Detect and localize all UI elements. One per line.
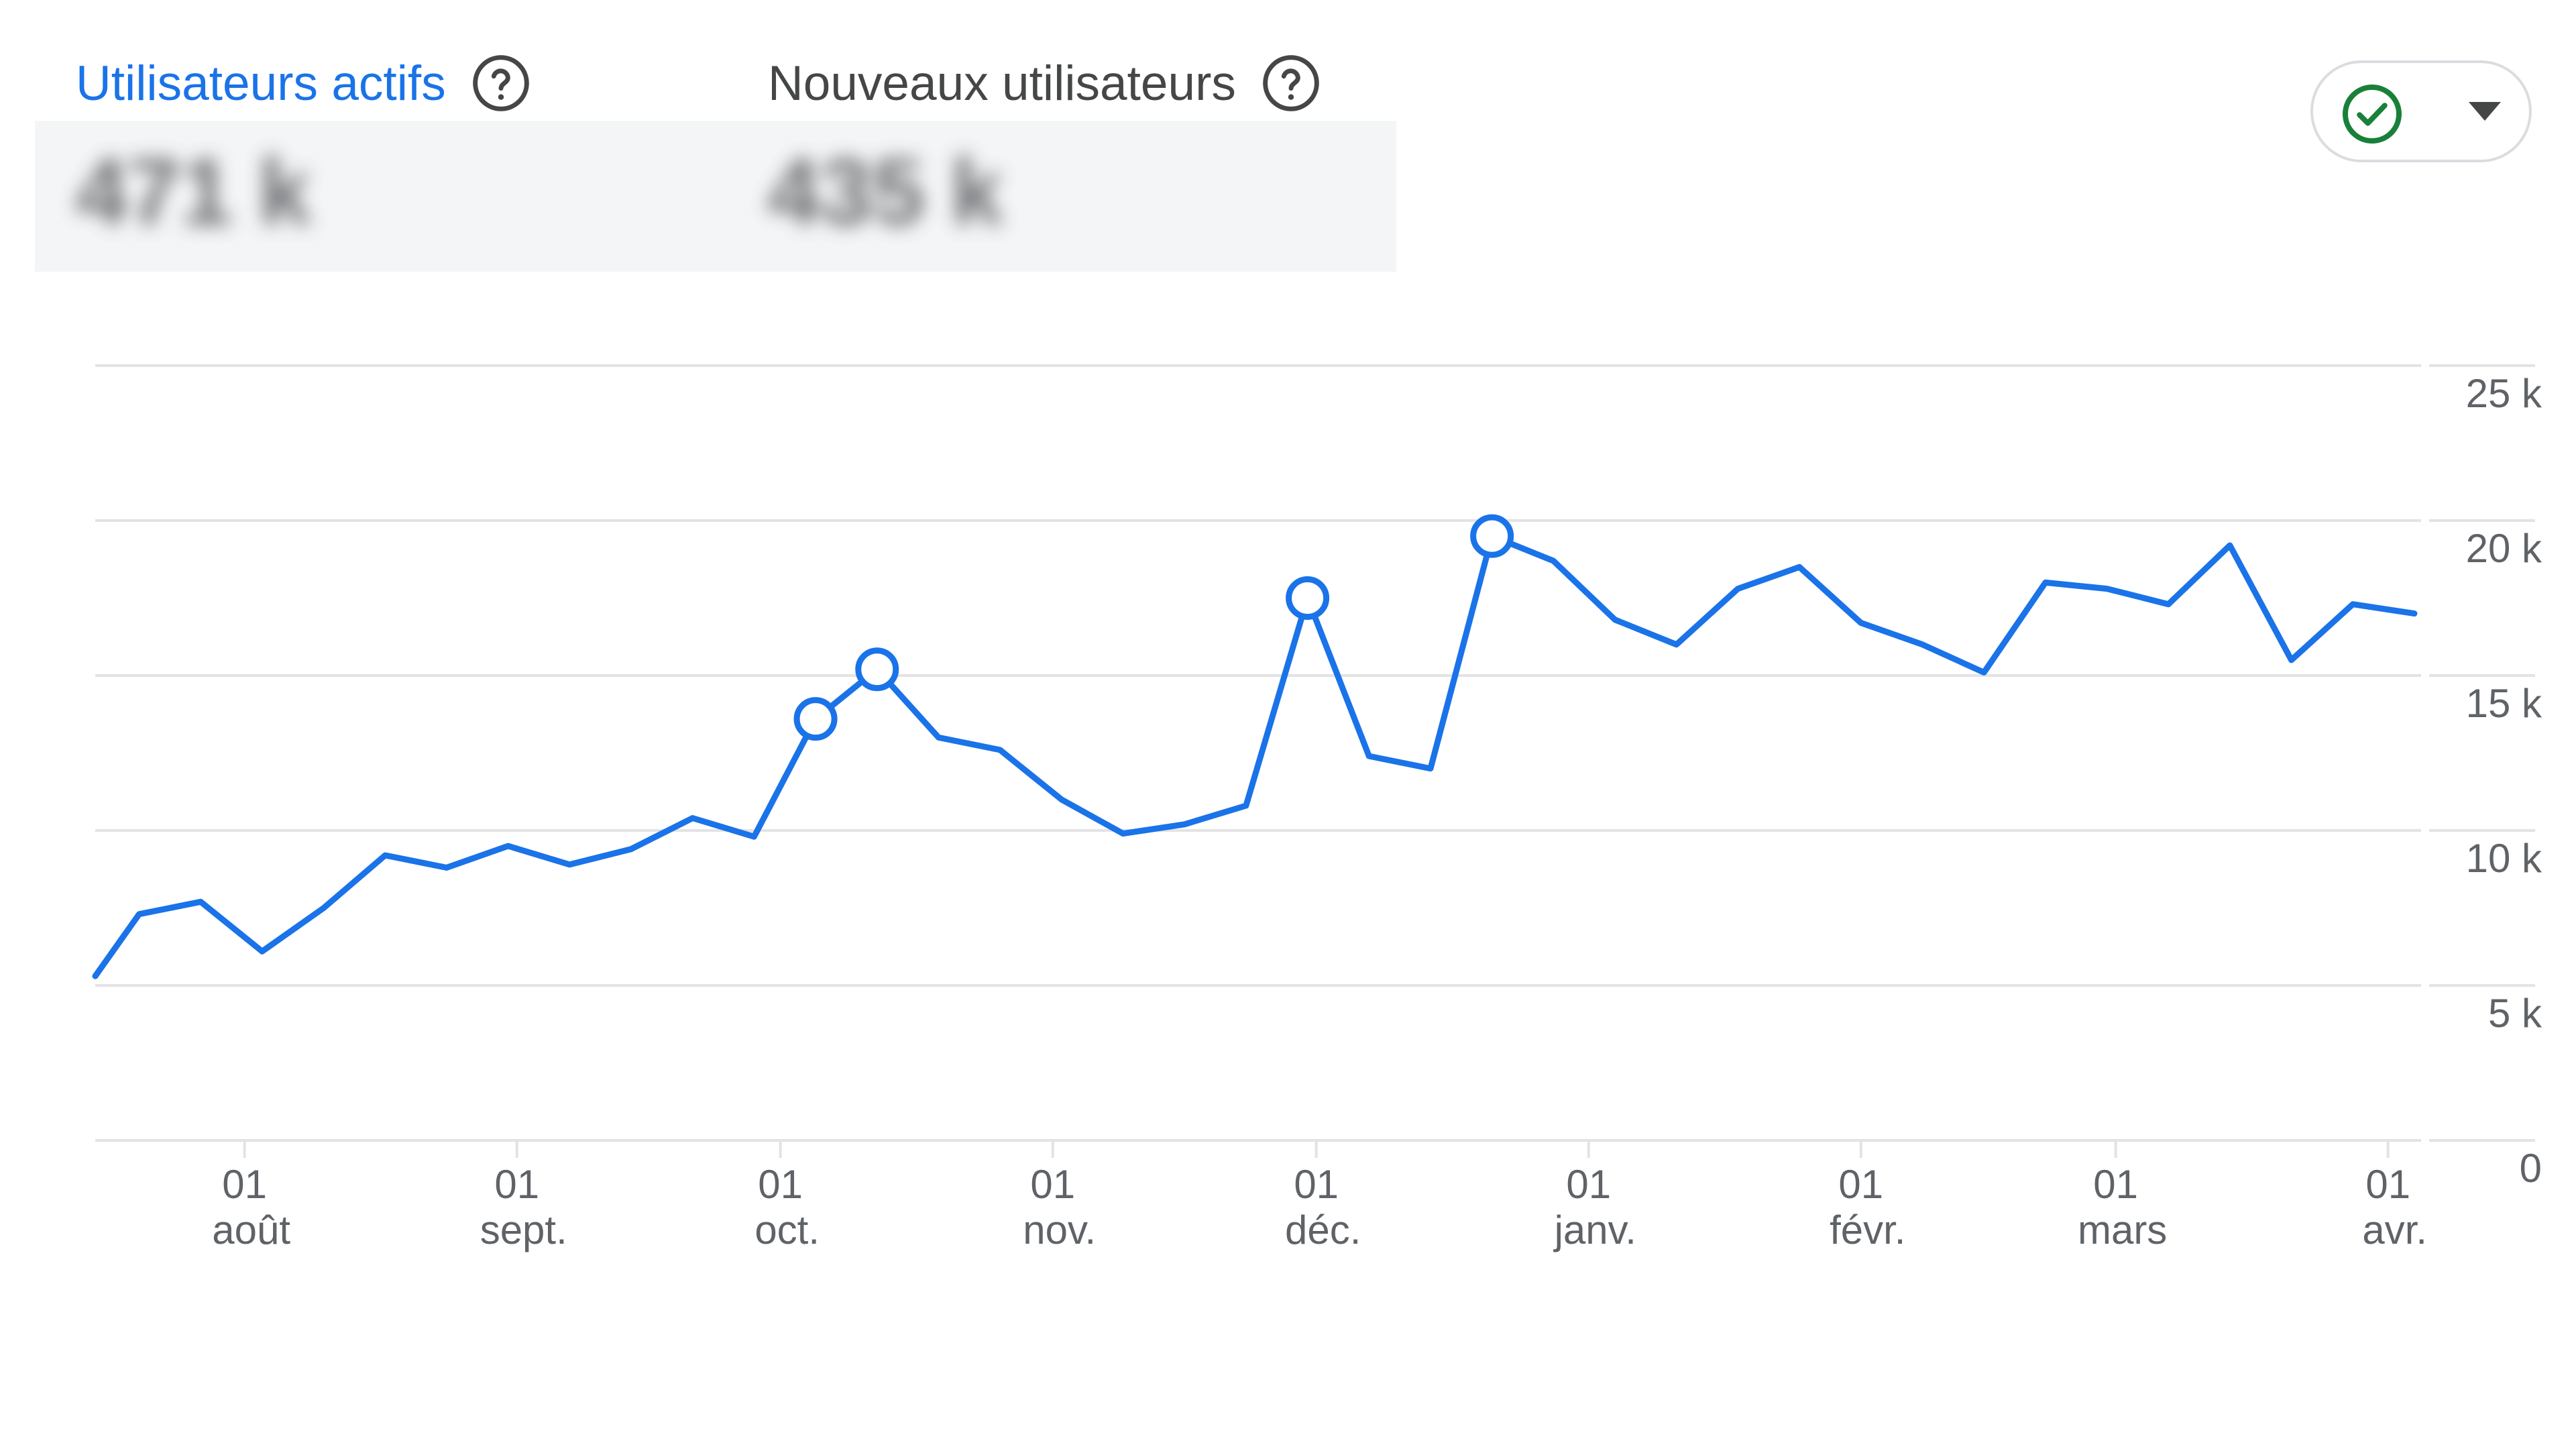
metric-values-background xyxy=(35,121,1396,272)
metric-label-active-users: Utilisateurs actifs xyxy=(76,56,446,111)
help-circle-icon[interactable] xyxy=(470,52,532,114)
metric-tab-active-users[interactable]: Utilisateurs actifs xyxy=(76,52,532,114)
help-circle-icon[interactable] xyxy=(1260,52,1322,114)
x-tick-label-month: mars xyxy=(2078,1208,2167,1252)
y-tick-label: 5 k xyxy=(2488,991,2542,1036)
metric-value-new-users: 435 k xyxy=(768,139,1003,244)
x-tick-label-day: 01 xyxy=(1838,1162,1883,1207)
series-line-active-users xyxy=(92,533,2418,979)
annotation-marker xyxy=(1470,514,1514,558)
y-tick-label: 10 k xyxy=(2466,836,2542,881)
chart-annotation-markers xyxy=(793,514,1514,741)
x-tick-label-month: août xyxy=(212,1208,290,1252)
x-tick-label-month: janv. xyxy=(1553,1208,1636,1252)
y-axis: 0 5 k 10 k 15 k 20 k 25 k xyxy=(2466,371,2542,1191)
x-tick-label-day: 01 xyxy=(2365,1162,2410,1207)
x-tick-label-day: 01 xyxy=(1566,1162,1611,1207)
x-tick-label-day: 01 xyxy=(494,1162,539,1207)
caret-down-icon xyxy=(2469,102,2501,124)
x-tick-label-month: nov. xyxy=(1023,1208,1096,1252)
annotation-marker xyxy=(1286,576,1330,620)
annotation-marker xyxy=(793,697,838,741)
x-tick-label-month: oct. xyxy=(754,1208,820,1252)
y-tick-label: 25 k xyxy=(2466,371,2542,416)
x-tick-label-day: 01 xyxy=(758,1162,803,1207)
y-tick-label: 15 k xyxy=(2466,681,2542,726)
annotation-marker xyxy=(855,647,899,692)
x-tick-label-day: 01 xyxy=(222,1162,267,1207)
metric-label-new-users: Nouveaux utilisateurs xyxy=(768,56,1236,111)
metric-value-active-users: 471 k xyxy=(76,139,311,244)
x-tick-label-day: 01 xyxy=(2093,1162,2138,1207)
x-tick-label-month: avr. xyxy=(2362,1208,2427,1252)
metric-tab-new-users[interactable]: Nouveaux utilisateurs xyxy=(768,52,1322,114)
x-tick-label-month: déc. xyxy=(1285,1208,1361,1252)
chart-gridlines xyxy=(95,364,2535,1142)
x-axis: 01août01sept.01oct.01nov.01déc.01janv.01… xyxy=(212,1140,2427,1252)
y-tick-label: 0 xyxy=(2520,1146,2542,1191)
x-tick-label-month: févr. xyxy=(1830,1208,1905,1252)
x-tick-label-day: 01 xyxy=(1294,1162,1339,1207)
x-tick-label-month: sept. xyxy=(480,1208,567,1252)
y-tick-label: 20 k xyxy=(2466,526,2542,571)
check-circle-icon xyxy=(2340,82,2404,150)
chart-series xyxy=(92,533,2418,979)
comparison-toggle-button[interactable] xyxy=(2310,60,2532,162)
x-tick-label-day: 01 xyxy=(1030,1162,1075,1207)
